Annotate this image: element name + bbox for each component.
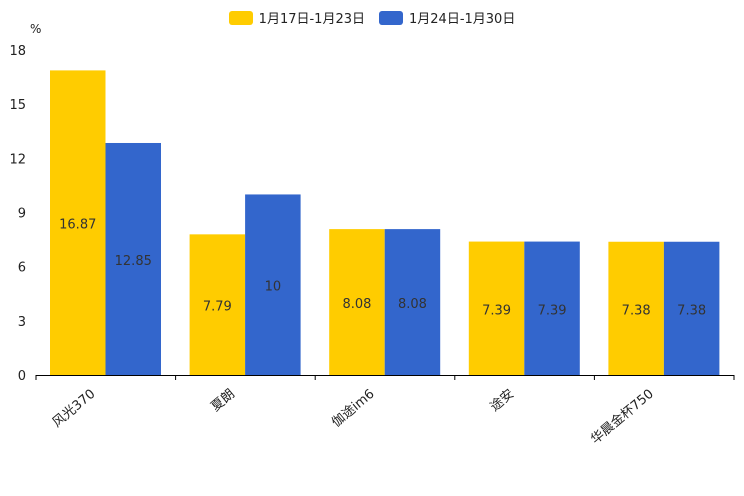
- legend-label-series-2: 1月24日-1月30日: [409, 12, 516, 27]
- bar-series-2-2: [384, 229, 441, 375]
- bar-series-2-4: [663, 241, 720, 375]
- bar-series-2-1: [245, 194, 301, 375]
- y-tick-label: 18: [9, 44, 26, 59]
- y-tick-label: 6: [18, 261, 26, 276]
- y-tick-label: 3: [18, 315, 26, 330]
- x-tick-label: 途安: [487, 386, 517, 415]
- legend-swatch-series-2: [379, 10, 403, 25]
- data-label-series-2-0: 12.85: [115, 254, 152, 269]
- bar-series-1-1: [189, 234, 246, 375]
- bar-series-1-2: [329, 229, 385, 375]
- legend-swatch-series-1: [228, 10, 253, 25]
- bar-series-1-0: [50, 70, 106, 376]
- bar-series-1-4: [608, 241, 664, 375]
- x-tick-label: 华晨金杯750: [588, 386, 657, 448]
- data-label-series-2-2: 8.08: [398, 297, 427, 312]
- data-label-series-1-2: 8.08: [342, 297, 371, 312]
- y-tick-label: 15: [9, 98, 26, 113]
- data-label-series-1-0: 16.87: [59, 218, 96, 233]
- x-tick-label: 夏朗: [208, 387, 238, 415]
- x-tick-label: 伽途im6: [329, 386, 378, 431]
- legend-label-series-1: 1月17日-1月23日: [258, 12, 365, 27]
- legend-item-series-2[interactable]: 1月24日-1月30日: [379, 8, 515, 27]
- bar-series-2-0: [105, 142, 161, 375]
- legend-item-series-1[interactable]: 1月17日-1月23日: [228, 8, 365, 27]
- data-label-series-1-1: 7.79: [203, 300, 232, 315]
- data-label-series-1-4: 7.38: [622, 303, 651, 318]
- data-label-series-2-1: 10: [265, 280, 282, 295]
- x-tick-label: 风光370: [50, 387, 99, 431]
- data-label-series-1-3: 7.39: [482, 303, 511, 318]
- bar-series-2-3: [524, 241, 580, 375]
- y-tick-label: 9: [18, 207, 26, 222]
- y-tick-label: 0: [18, 369, 26, 384]
- data-label-series-2-4: 7.38: [677, 303, 706, 318]
- y-tick-label: 12: [9, 152, 26, 167]
- bar-series-1-3: [468, 241, 525, 375]
- y-axis-unit-label: %: [30, 22, 42, 36]
- legend: 1月17日-1月23日 1月24日-1月30日: [0, 8, 744, 27]
- data-label-series-2-3: 7.39: [538, 303, 567, 318]
